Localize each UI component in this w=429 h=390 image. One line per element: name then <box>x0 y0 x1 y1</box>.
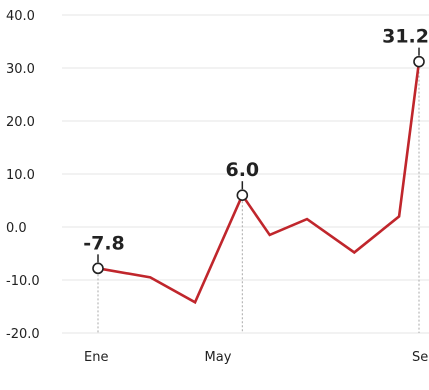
x-tick-label: Sep <box>412 350 429 365</box>
y-tick-label: 0.0 <box>6 221 27 236</box>
x-tick-label: Ene <box>84 350 108 365</box>
data-point-marker <box>413 55 425 68</box>
grid-lines <box>62 14 429 334</box>
series-line-path <box>97 61 421 305</box>
y-tick-label: -10.0 <box>6 274 40 289</box>
data-point-label: -7.8 <box>83 232 125 254</box>
series-markers <box>92 55 425 275</box>
data-point-label: 6.0 <box>225 159 259 181</box>
data-point-label: 31.2 <box>382 26 429 48</box>
marker-guides <box>97 67 420 333</box>
data-point-marker <box>236 189 249 201</box>
y-axis-ticks: 40.0 30.0 20.0 10.0 0.0 -10.0 -20.0 <box>6 9 40 342</box>
x-tick-label: May <box>205 350 232 365</box>
y-tick-label: 30.0 <box>6 62 35 77</box>
y-tick-label: 40.0 <box>6 9 35 24</box>
data-labels: -7.8 6.0 31.2 <box>83 26 429 263</box>
y-tick-label: -20.0 <box>6 327 40 342</box>
y-tick-label: 10.0 <box>6 168 35 183</box>
series-line <box>97 61 421 305</box>
y-tick-label: 20.0 <box>6 115 35 130</box>
x-axis-ticks: Ene May Sep <box>84 350 429 365</box>
data-point-marker <box>92 262 104 275</box>
